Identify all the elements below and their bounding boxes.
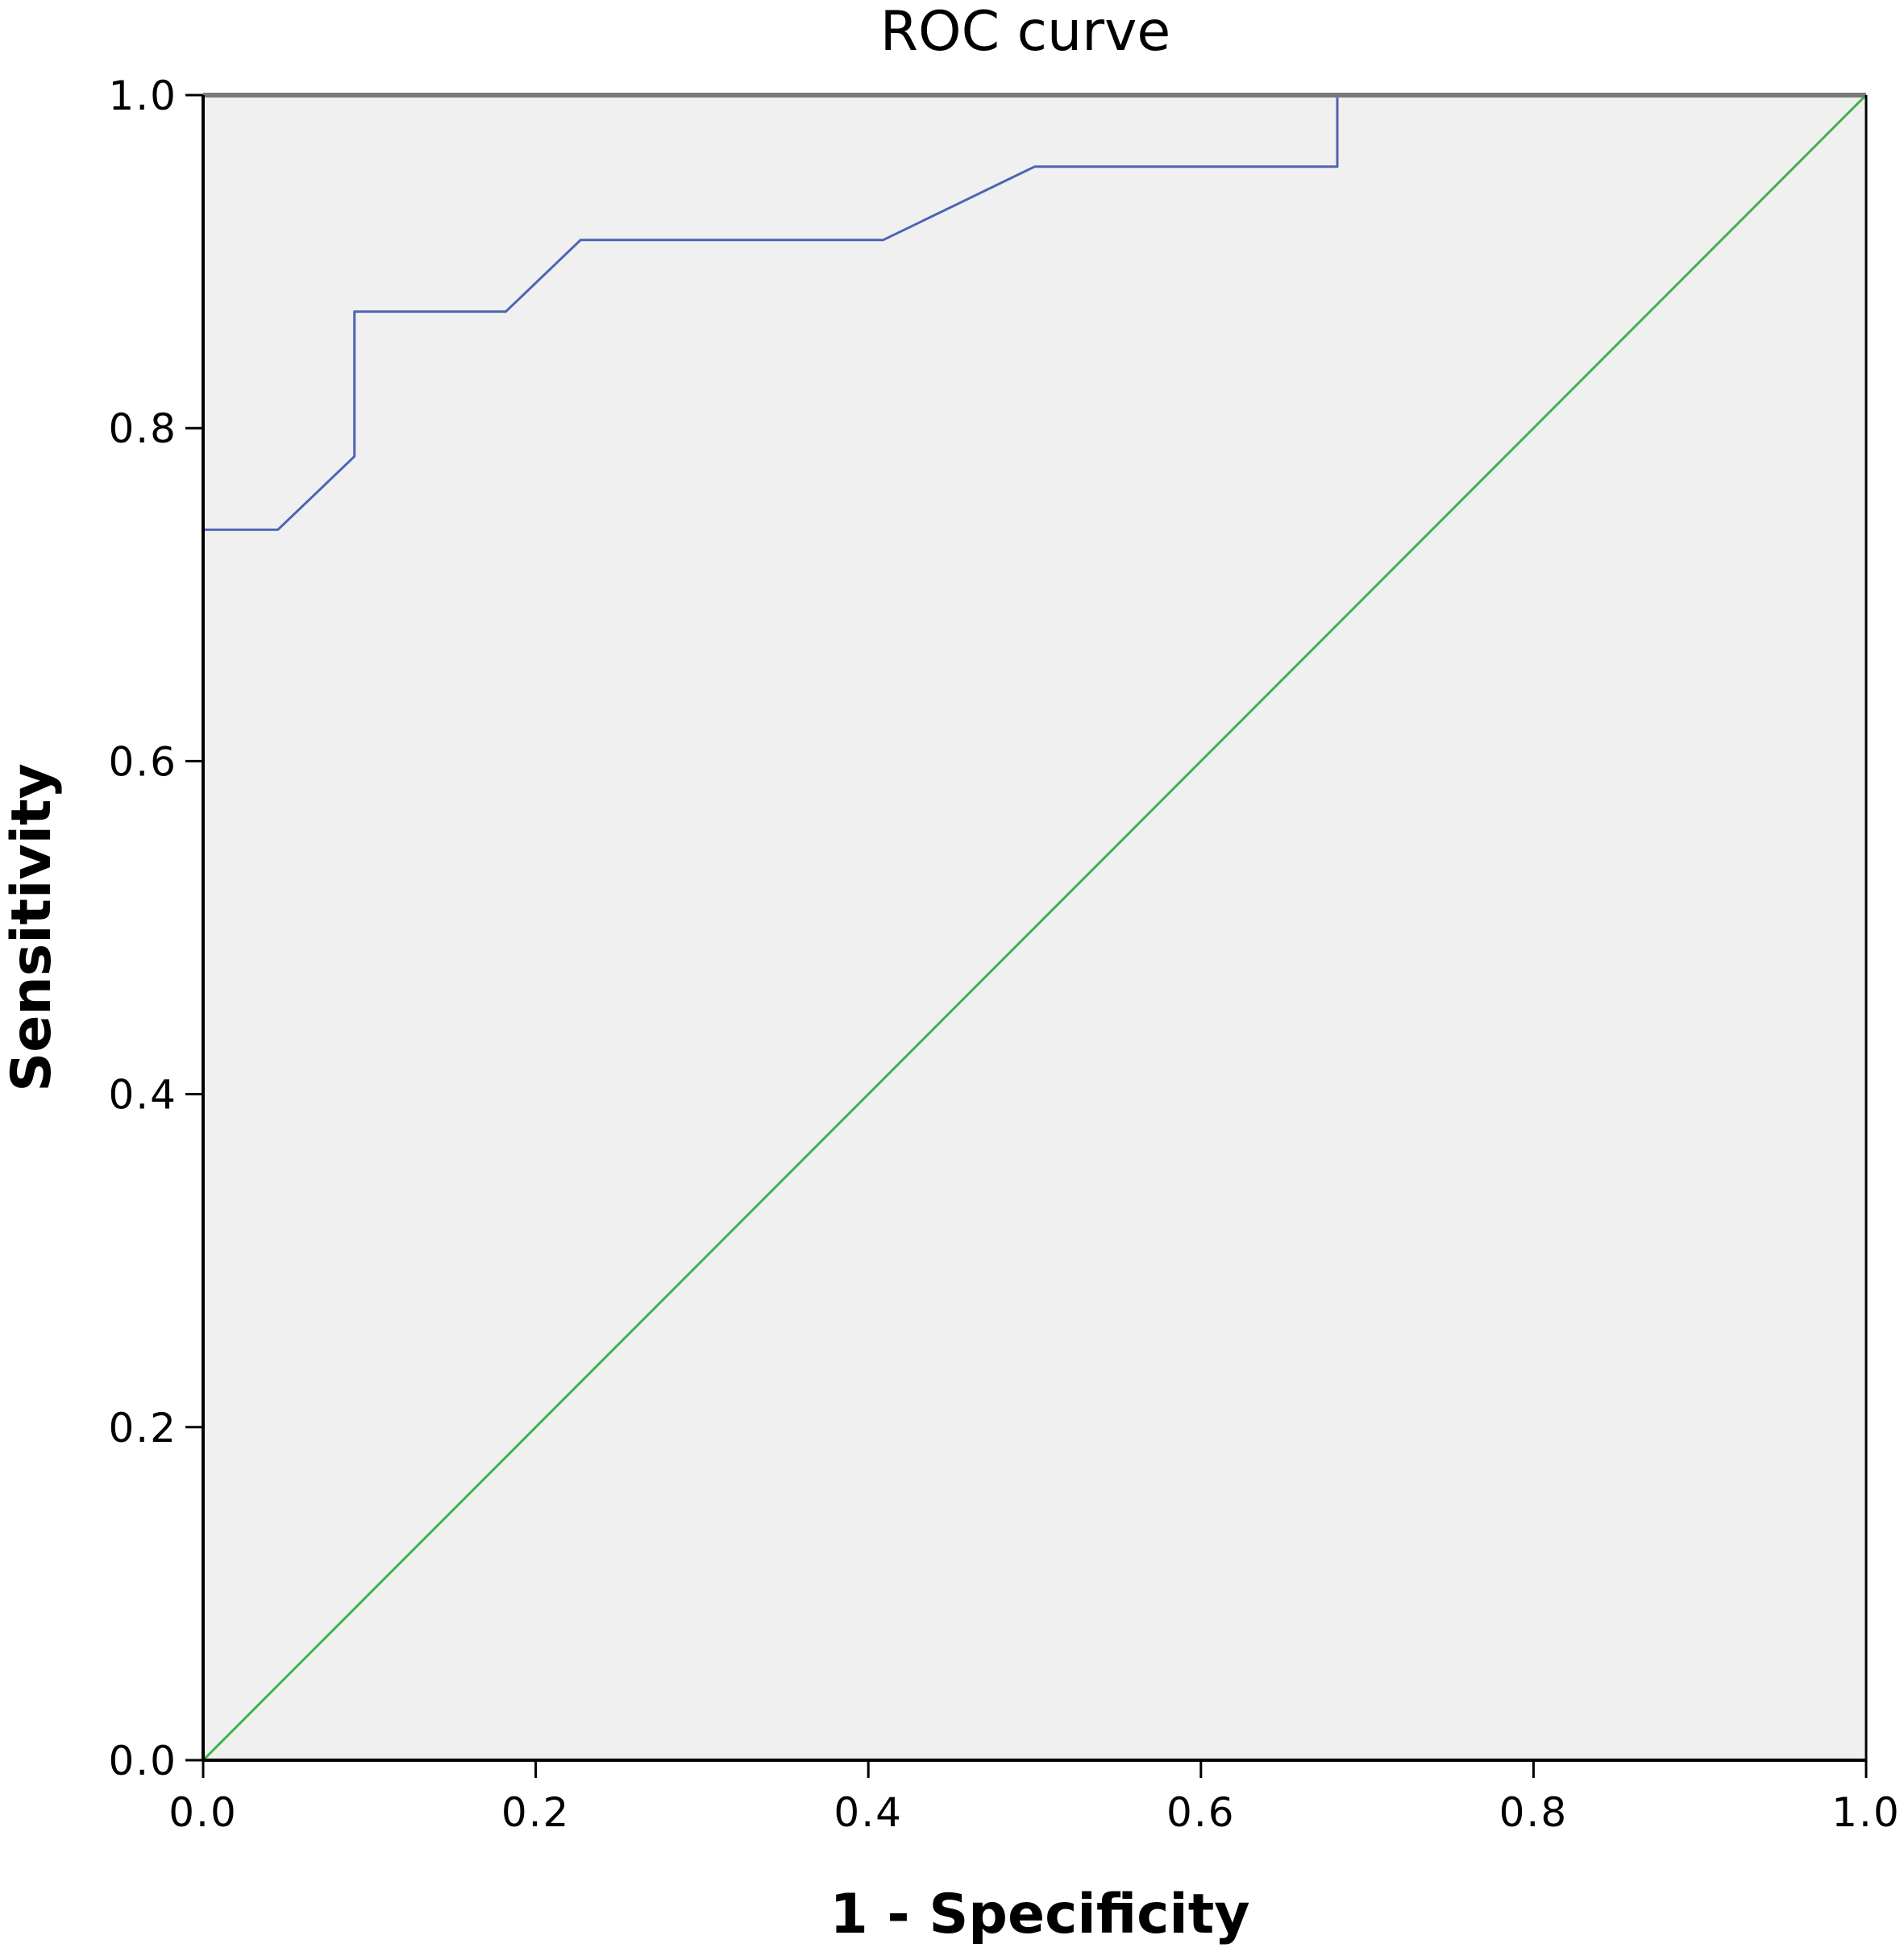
x-tick-label: 0.2 [501,1789,571,1836]
reference-diagonal-line [202,93,1868,1762]
x-tick-label: 0.4 [834,1789,903,1836]
y-tick-label: 0.2 [108,1405,177,1452]
chart-title: ROC curve [880,0,1170,64]
x-axis-ticks: 0.0 0.2 0.4 0.6 0.8 1.0 [168,1760,1901,1836]
y-tick-label: 0.4 [108,1072,177,1119]
roc-curve-line [202,93,1866,1760]
x-tick-label: 0.8 [1499,1789,1569,1836]
y-axis-ticks: 0.0 0.2 0.4 0.6 0.8 1.0 [108,73,203,1784]
y-tick-label: 0.6 [108,738,177,785]
y-tick-label: 0.0 [108,1738,177,1784]
series-layer [202,93,1868,1762]
x-axis-label: 1 - Specificity [829,1883,1249,1946]
x-tick-label: 0.0 [168,1789,238,1836]
x-tick-label: 0.6 [1166,1789,1236,1836]
y-axis-label: Sensitivity [0,763,64,1092]
x-tick-label: 1.0 [1831,1789,1901,1836]
y-tick-label: 0.8 [108,405,177,452]
y-tick-label: 1.0 [108,73,177,119]
